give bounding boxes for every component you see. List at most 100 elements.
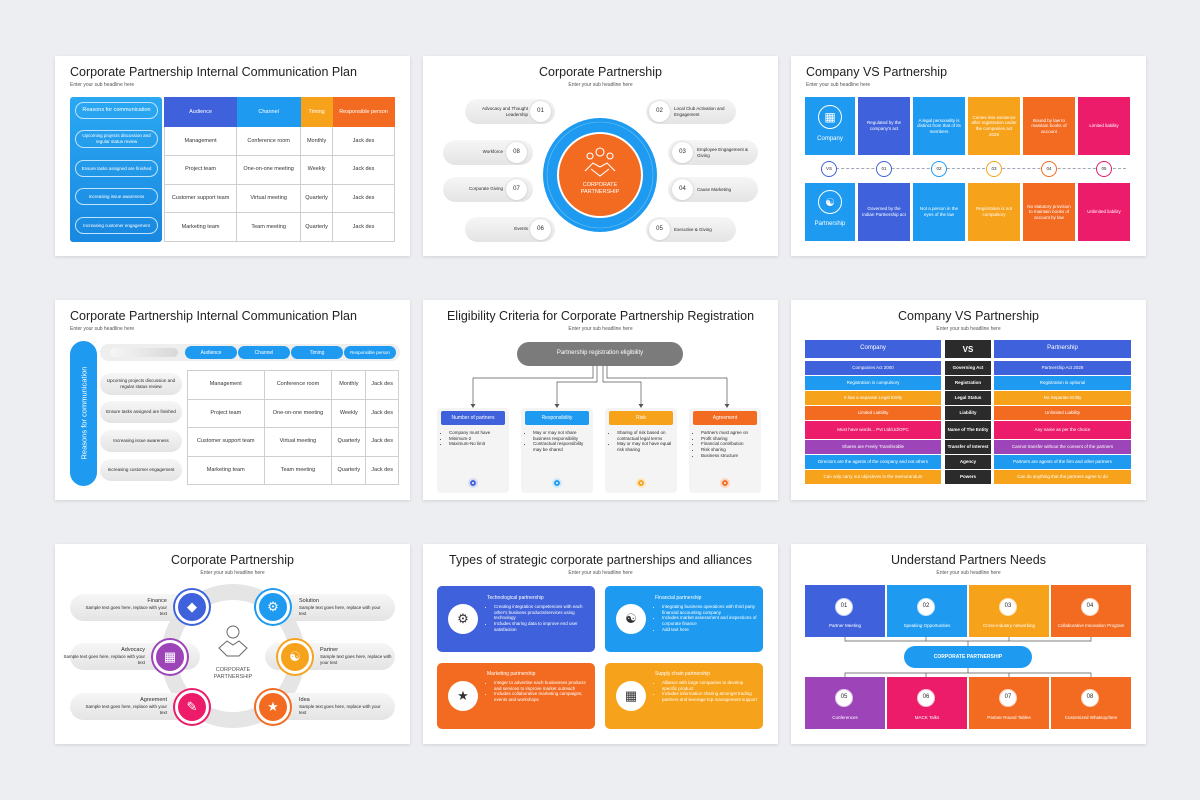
header-responsible: Responsible person — [332, 97, 395, 127]
number-badge: 04 — [672, 179, 693, 200]
center-pill: CORPORATE PARTNERSHIP — [904, 646, 1032, 668]
reason-item: Increasing issue awareness — [75, 188, 158, 205]
number-badge: 04 — [1081, 598, 1099, 616]
timeline-dashed-line — [821, 168, 1126, 169]
slide-subtitle: Enter your sub headline here — [200, 570, 265, 576]
number-badge: 06 — [917, 689, 935, 707]
marketing-icon: ★ — [448, 681, 478, 711]
slide-title: Types of strategic corporate partnership… — [449, 553, 752, 567]
slide-subtitle: Enter your sub headline here — [568, 82, 633, 88]
partnership-label: Partnership — [814, 221, 846, 228]
supply-chain-icon: ▦ — [616, 681, 646, 711]
table-row: Project team One-on-one meeting Weekly Jack… — [187, 398, 399, 428]
slide-subtitle: Enter your sub headline here — [936, 570, 1001, 576]
slide-2-corporate-partnership-wheel[interactable]: Corporate Partnership Enter your sub hea… — [423, 56, 778, 256]
card-header: Agreement — [693, 411, 757, 425]
header-channel: Channel — [236, 97, 302, 127]
technology-icon: ⚙ — [448, 604, 478, 634]
number-badge: 05 — [1096, 161, 1112, 177]
number-badge: 01 — [876, 161, 892, 177]
slide-6-company-vs-partnership-table[interactable]: Company VS Partnership Enter your sub he… — [791, 300, 1146, 500]
number-badge: 03 — [986, 161, 1002, 177]
table-row: Customer support team Virtual meeting Quar… — [187, 427, 399, 457]
eligibility-root: Partnership registration eligibility — [517, 342, 683, 366]
handshake-gear-icon — [218, 625, 248, 657]
flower-center-label: CORPORATE PARTNERSHIP — [213, 667, 253, 680]
card-dot — [636, 478, 646, 488]
card-heading: Financial partnership — [655, 595, 702, 601]
reason-item: Increasing customer engagement — [75, 217, 158, 234]
number-badge: 01 — [530, 101, 551, 122]
number-badge: 04 — [1041, 161, 1057, 177]
table-row: Project team One-on-one meeting Weekly Jack… — [163, 154, 395, 185]
slide-title: Corporate Partnership Internal Communica… — [70, 65, 357, 79]
card-dot — [552, 478, 562, 488]
slide-title: Understand Partners Needs — [891, 553, 1046, 567]
reasons-label: Reasons for communication — [75, 102, 158, 119]
number-badge: 02 — [931, 161, 947, 177]
slide-8-strategic-partnership-types[interactable]: Types of strategic corporate partnership… — [423, 544, 778, 744]
wheel-center-label: CORPORATE PARTNERSHIP — [580, 182, 620, 195]
number-badge: 02 — [649, 101, 670, 122]
slide-9-partners-needs[interactable]: Understand Partners Needs Enter your sub… — [791, 544, 1146, 744]
card-heading: Technological partnership — [487, 595, 544, 601]
number-badge: 05 — [649, 219, 670, 240]
handshake-icon: ☯ — [818, 190, 842, 214]
reasons-side-bar — [70, 341, 97, 486]
table-row: Marketing team Team meeting Quarterly Jack … — [163, 212, 395, 242]
card-list: Partners must agree onProfit sharingFina… — [701, 430, 759, 458]
card-header: Responsibility — [525, 411, 589, 425]
slide-title: Eligibility Criteria for Corporate Partn… — [446, 309, 755, 323]
wheel-graphic — [543, 118, 657, 232]
header-audience: Audience — [163, 97, 238, 127]
solution-icon: ⚙ — [256, 590, 290, 624]
card-heading: Marketing partnership — [487, 671, 536, 677]
card-list: Sharing of risk based on contractual leg… — [617, 430, 675, 453]
table-row: Management Conference room Monthly Jack des — [187, 370, 399, 400]
card-list: Company must haveMinimum-2Maximum-No lim… — [449, 430, 507, 447]
slide-3-company-vs-partnership[interactable]: Company VS Partnership Enter your sub he… — [791, 56, 1146, 256]
number-badge: 03 — [999, 598, 1017, 616]
slide-subtitle: Enter your sub headline here — [936, 326, 1001, 332]
handshake-icon — [584, 147, 616, 177]
number-badge: 07 — [999, 689, 1017, 707]
connector-lines — [470, 366, 730, 408]
partner-icon: ☯ — [278, 640, 312, 674]
slide-1-communication-plan[interactable]: Corporate Partnership Internal Communica… — [55, 56, 410, 256]
finance-icon: ◆ — [175, 590, 209, 624]
partnership-header: Partnership — [994, 340, 1131, 358]
card-header: Number of partners — [441, 411, 505, 425]
reason-item: Increasing issue awareness — [100, 430, 182, 452]
agreement-icon: ✎ — [175, 690, 209, 724]
slide-subtitle: Enter your sub headline here — [568, 326, 633, 332]
building-icon: ▦ — [818, 105, 842, 129]
idea-icon: ★ — [256, 690, 290, 724]
slide-7-corporate-partnership-flower[interactable]: Corporate Partnership Enter your sub hea… — [55, 544, 410, 744]
plan-table: Audience Channel Timing Responsible pers… — [163, 97, 395, 242]
plan-table: Management Conference room Monthly Jack des… — [187, 370, 399, 485]
reason-item: Ensure tasks assigned are finished — [75, 160, 158, 177]
slide-subtitle: Enter your sub headline here — [70, 82, 135, 88]
header-timing: Timing — [300, 97, 334, 127]
card-list: May or may not share business responsibi… — [533, 430, 591, 453]
table-row: Customer support team Virtual meeting Quar… — [163, 183, 395, 214]
slide-title: Corporate Partnership Internal Communica… — [70, 309, 357, 323]
card-dot — [720, 478, 730, 488]
number-badge: 06 — [530, 219, 551, 240]
reason-item: Increasing customer engagement — [100, 459, 182, 481]
vs-badge: VS — [821, 161, 837, 177]
reason-item: Ensure tasks assigned are finished — [100, 401, 182, 423]
number-badge: 02 — [917, 598, 935, 616]
placeholder-bar — [110, 348, 178, 357]
slide-5-eligibility-criteria[interactable]: Eligibility Criteria for Corporate Partn… — [423, 300, 778, 500]
slide-4-communication-plan-alt[interactable]: Corporate Partnership Internal Communica… — [55, 300, 410, 500]
reasons-side-label: Reasons for communication — [79, 366, 88, 460]
card-header: Risk — [609, 411, 673, 425]
company-header: Company — [805, 340, 941, 358]
slide-title: Corporate Partnership — [171, 553, 294, 567]
number-badge: 01 — [835, 598, 853, 616]
number-badge: 08 — [1081, 689, 1099, 707]
card-heading: Supply chain partnership — [655, 671, 711, 677]
slide-subtitle: Enter your sub headline here — [70, 326, 135, 332]
connector-lines — [844, 637, 1092, 677]
